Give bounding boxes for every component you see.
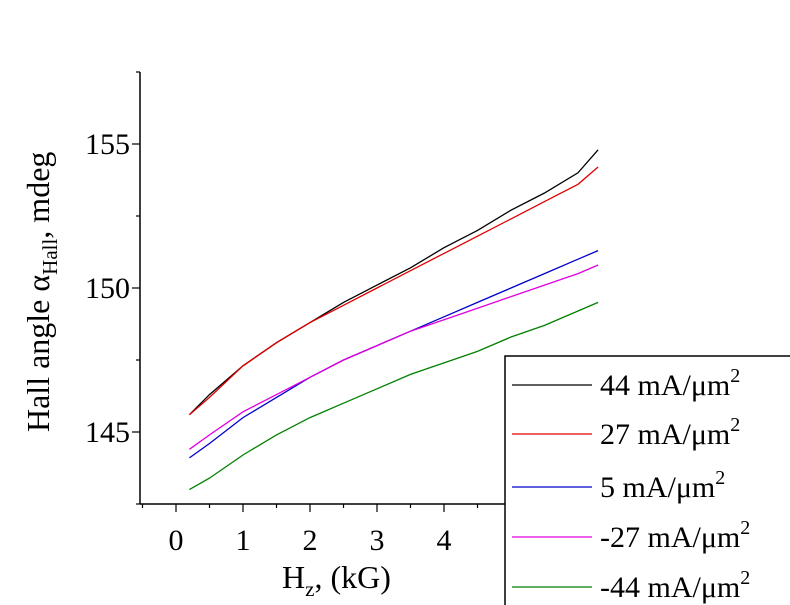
x-axis-title: Hz, (kG) [282,559,391,601]
legend-label-1: 27 mA/μm2 [600,414,740,451]
legend-label-3: -27 mA/μm2 [600,517,750,554]
series-line-1 [188,166,599,416]
x-tick-label: 1 [236,524,251,557]
legend-label-2: 5 mA/μm2 [600,467,725,504]
axes [139,72,505,505]
x-tick-label: 3 [370,524,385,557]
series-line-4 [189,301,599,491]
x-ticks: 012345 [141,504,519,557]
legend: 44 mA/μm2 27 mA/μm2 5 mA/μm2 -27 mA/μm2 -44 … [504,355,790,605]
plot-lines [188,149,599,491]
y-tick-label: 150 [85,272,130,305]
y-axis-title: Hall angle αHall, mdeg [20,152,62,432]
y-ticks: 145 150 155 [85,71,140,505]
x-tick-label: 4 [437,524,452,557]
legend-label-0: 44 mA/μm2 [600,365,740,402]
x-tick-label: 2 [303,524,318,557]
x-tick-label: 0 [169,524,184,557]
legend-box [504,355,790,605]
series-line-3 [189,264,599,450]
y-tick-label: 155 [85,128,130,161]
y-tick-label: 145 [85,416,130,449]
legend-label-4: -44 mA/μm2 [600,567,750,604]
